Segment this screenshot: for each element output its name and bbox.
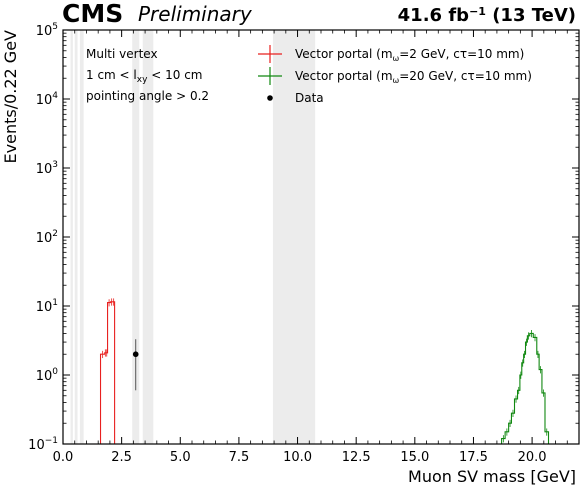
x-tick-label-7: 17.5 — [459, 450, 488, 465]
y-tick-label-2: 101 — [36, 298, 58, 315]
legend-vp2-sub: ω — [393, 54, 400, 63]
annotation-lxy-sub: xy — [137, 75, 148, 85]
legend-label-vp2: Vector portal (mω=2 GeV, cτ=10 mm) — [295, 47, 524, 63]
x-tick-label-5: 12.5 — [342, 450, 371, 465]
masked-region-5 — [272, 30, 316, 444]
legend-entry-vp20: Vector portal (mω=20 GeV, cτ=10 mm) — [258, 67, 532, 85]
masked-region-4 — [142, 30, 154, 444]
y-tick-label-1: 100 — [36, 367, 59, 384]
y-tick-label-5: 104 — [36, 91, 59, 108]
legend-entry-vp2: Vector portal (mω=2 GeV, cτ=10 mm) — [258, 45, 524, 63]
y-tick-label-0: 10−1 — [28, 436, 58, 453]
annotation-multi-vertex: Multi vertex — [86, 47, 158, 61]
legend-marker-data — [267, 95, 273, 101]
x-tick-label-4: 10.0 — [283, 450, 312, 465]
histogram-series-1 — [501, 332, 550, 444]
legend-entry-data: Data — [267, 91, 324, 105]
axis-ticks: 0.0 2.5 5.0 7.5 10.0 12.5 15.0 17.5 20.0 10−1 100 1… — [28, 22, 580, 465]
legend: Vector portal (mω=2 GeV, cτ=10 mm) Vecto… — [258, 45, 532, 105]
legend-vp2-pre: Vector portal (m — [295, 47, 393, 61]
y-tick-label-6: 105 — [36, 22, 58, 39]
x-tick-label-8: 20.0 — [518, 450, 547, 465]
lumi-value: 41.6 fb — [398, 5, 470, 26]
annotation-lxy-cut: 1 cm < lxy < 10 cm — [86, 68, 202, 85]
legend-label-vp20: Vector portal (mω=20 GeV, cτ=10 mm) — [295, 69, 532, 85]
legend-vp20-sub: ω — [393, 76, 400, 85]
legend-label-data: Data — [295, 91, 324, 105]
annotation-lxy-pre: 1 cm < l — [86, 68, 137, 82]
x-tick-label-0: 0.0 — [53, 450, 74, 465]
luminosity-label: 41.6 fb−1 (13 TeV) — [398, 5, 576, 27]
data-point-0 — [132, 351, 139, 358]
y-tick-label-4: 103 — [36, 160, 58, 177]
x-tick-label-3: 7.5 — [229, 450, 250, 465]
masked-region-3 — [132, 30, 140, 444]
masked-region-0 — [70, 30, 73, 444]
cms-label: CMS — [62, 0, 123, 28]
masked-region-1 — [74, 30, 78, 444]
data-points — [132, 339, 139, 391]
histograms — [99, 298, 550, 444]
x-tick-label-2: 5.0 — [170, 450, 191, 465]
legend-vp20-pre: Vector portal (m — [295, 69, 393, 83]
x-tick-label-1: 2.5 — [111, 450, 132, 465]
masked-regions — [70, 30, 316, 444]
x-axis-title: Muon SV mass [GeV] — [408, 467, 576, 486]
histogram-series-0 — [99, 301, 116, 444]
legend-vp2-post: =2 GeV, cτ=10 mm) — [399, 47, 524, 61]
y-axis-title: Events/0.22 GeV — [1, 30, 20, 164]
annotation-pointing-angle: pointing angle > 0.2 — [86, 89, 209, 103]
annotation-lxy-post: < 10 cm — [147, 68, 202, 82]
masked-region-2 — [79, 30, 84, 444]
y-tick-label-3: 102 — [36, 229, 58, 246]
x-tick-label-6: 15.0 — [400, 450, 429, 465]
lumi-energy: (13 TeV) — [486, 5, 576, 26]
lumi-exponent: −1 — [469, 5, 486, 18]
legend-vp20-post: =20 GeV, cτ=10 mm) — [399, 69, 532, 83]
preliminary-label: Preliminary — [138, 2, 253, 26]
